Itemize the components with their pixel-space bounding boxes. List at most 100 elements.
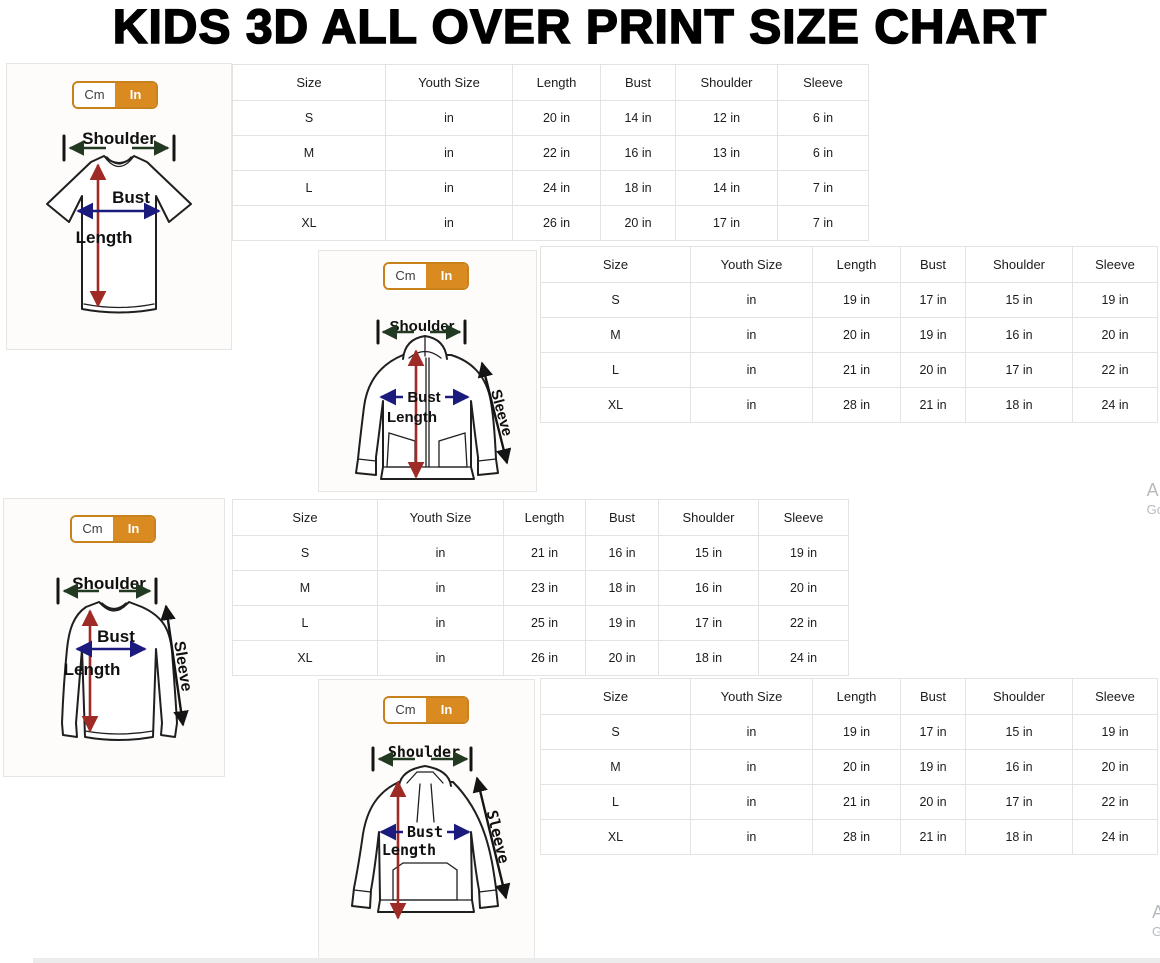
table-row: XL in 26 in 20 in 17 in 7 in	[232, 205, 869, 241]
table-cell: 23 in	[503, 570, 586, 606]
table-cell: 18 in	[965, 387, 1073, 423]
unit-toggle[interactable]: Cm In	[72, 81, 158, 109]
table-cell: 16 in	[585, 535, 659, 571]
table-cell: 24 in	[1072, 387, 1158, 423]
in-button[interactable]: In	[113, 517, 154, 541]
column-header: Size	[232, 64, 386, 101]
table-cell: in	[377, 605, 504, 641]
column-header: Sleeve	[777, 64, 869, 101]
table-cell: 17 in	[658, 605, 759, 641]
unit-toggle[interactable]: Cm In	[70, 515, 156, 543]
table-cell: 22 in	[758, 605, 849, 641]
length-label: Length	[387, 409, 437, 426]
long-sleeve-drawing: Shoulder Bust Length Sleeve	[56, 574, 195, 741]
bust-label: Bust	[407, 389, 440, 406]
table-cell: in	[385, 205, 513, 241]
cm-button[interactable]: Cm	[74, 83, 115, 107]
table-cell: L	[540, 352, 691, 388]
column-header: Sleeve	[1072, 246, 1158, 283]
table-cell: 17 in	[965, 352, 1073, 388]
table-cell: 17 in	[900, 282, 966, 318]
pullover-hoodie-diagram-card: Cm In Shoulder Bust Length Sleeve	[318, 679, 535, 960]
table-cell: 20 in	[1072, 749, 1158, 785]
cm-button[interactable]: Cm	[385, 264, 426, 288]
table-cell: 15 in	[965, 714, 1073, 750]
tshirt-diagram-card: Cm In Shoulder Bust Length	[6, 63, 232, 350]
table-cell: S	[540, 714, 691, 750]
table-cell: 18 in	[658, 640, 759, 676]
in-button[interactable]: In	[426, 698, 467, 722]
table-cell: 20 in	[512, 100, 601, 136]
table-cell: in	[385, 170, 513, 206]
table-cell: 20 in	[812, 317, 901, 353]
table-cell: 20 in	[758, 570, 849, 606]
table-cell: 22 in	[1072, 352, 1158, 388]
table-cell: 19 in	[1072, 282, 1158, 318]
table-cell: in	[690, 317, 813, 353]
hoodie-seams	[357, 335, 497, 468]
table-cell: M	[540, 749, 691, 785]
column-header: Sleeve	[758, 499, 849, 536]
table-cell: 28 in	[812, 819, 901, 855]
shoulder-label: Shoulder	[388, 743, 460, 761]
in-button[interactable]: In	[426, 264, 467, 288]
table-cell: 21 in	[900, 819, 966, 855]
shoulder-end-bars	[62, 134, 176, 162]
header-row: Size Youth Size Length Bust Shoulder Sleeve	[232, 64, 869, 101]
table-cell: L	[232, 605, 378, 641]
table-cell: M	[232, 135, 386, 171]
cm-button[interactable]: Cm	[72, 517, 113, 541]
unit-toggle[interactable]: Cm In	[383, 262, 469, 290]
in-button[interactable]: In	[115, 83, 156, 107]
table-cell: 6 in	[777, 135, 869, 171]
long-sleeve-diagram-card: Cm In Shoulder Bust Length Sleeve	[3, 498, 225, 777]
table-cell: S	[232, 100, 386, 136]
table-cell: 17 in	[965, 784, 1073, 820]
table-row: XL in 26 in 20 in 18 in 24 in	[232, 640, 849, 676]
table-cell: 15 in	[965, 282, 1073, 318]
bust-label: Bust	[112, 188, 150, 207]
table-cell: 20 in	[900, 352, 966, 388]
sleeve-arrow	[472, 776, 511, 900]
header-row: Size Youth Size Length Bust Shoulder Sleeve	[540, 246, 1158, 283]
table-cell: 14 in	[600, 100, 676, 136]
shoulder-end-bars	[56, 577, 158, 605]
column-header: Bust	[900, 678, 966, 715]
table-cell: 16 in	[600, 135, 676, 171]
table-cell: 12 in	[675, 100, 778, 136]
table-cell: in	[377, 640, 504, 676]
unit-toggle[interactable]: Cm In	[383, 696, 469, 724]
shoulder-label: Shoulder	[82, 129, 156, 148]
cm-button[interactable]: Cm	[385, 698, 426, 722]
table-cell: in	[385, 135, 513, 171]
table-cell: 19 in	[585, 605, 659, 641]
column-header: Shoulder	[675, 64, 778, 101]
page-title: KIDS 3D ALL OVER PRINT SIZE CHART	[112, 0, 1048, 55]
table-cell: in	[385, 100, 513, 136]
sleeve-arrow	[160, 604, 189, 727]
column-header: Size	[540, 678, 691, 715]
length-label: Length	[76, 228, 133, 247]
table-cell: in	[690, 352, 813, 388]
table-cell: 21 in	[812, 784, 901, 820]
table-cell: in	[690, 387, 813, 423]
column-header: Youth Size	[385, 64, 513, 101]
table-cell: 22 in	[1072, 784, 1158, 820]
column-header: Sleeve	[1072, 678, 1158, 715]
column-header: Youth Size	[377, 499, 504, 536]
table-cell: XL	[232, 205, 386, 241]
table-cell: 19 in	[900, 317, 966, 353]
bust-label: Bust	[97, 627, 135, 646]
table-cell: 19 in	[812, 714, 901, 750]
